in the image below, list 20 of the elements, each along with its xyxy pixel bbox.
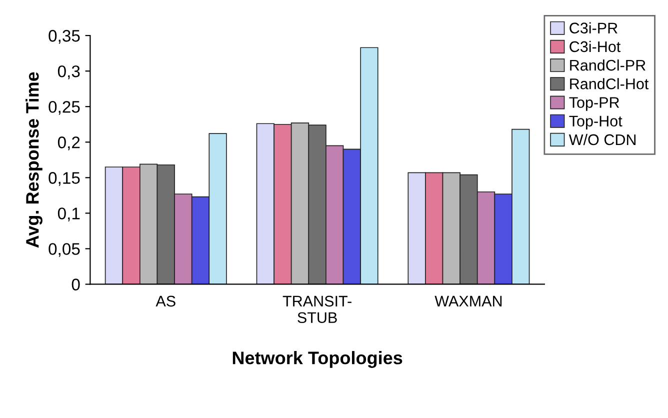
y-tick-label: 0,35 bbox=[48, 30, 80, 44]
y-tick-label: 0,3 bbox=[58, 65, 80, 80]
x-tick-label: WAXMAN bbox=[434, 296, 502, 306]
legend-label: C3i-PR bbox=[570, 22, 618, 34]
legend-label: C3i-Hot bbox=[570, 40, 621, 52]
y-tick-label: 0,1 bbox=[58, 208, 80, 222]
x-axis-title: Network Topologies bbox=[232, 351, 402, 368]
y-tick-label: 0,15 bbox=[48, 172, 80, 186]
legend-label: RandCl-Hot bbox=[570, 78, 649, 90]
y-tick-label: 0,05 bbox=[48, 243, 80, 257]
y-tick-label: 0,25 bbox=[48, 100, 80, 115]
x-tick-label: TRANSIT- STUB bbox=[282, 296, 352, 324]
x-tick-label: AS bbox=[156, 296, 176, 307]
y-tick-label: 0,2 bbox=[58, 136, 80, 150]
legend-label: Top-PR bbox=[569, 97, 620, 111]
legend-label: W/O CDN bbox=[568, 134, 636, 146]
legend-label: RandCl-PR bbox=[570, 59, 646, 71]
legend-label: Top-Hot bbox=[569, 116, 622, 130]
y-axis-title: Avg. Response Time bbox=[26, 72, 42, 248]
y-tick-label: 0 bbox=[72, 278, 80, 290]
